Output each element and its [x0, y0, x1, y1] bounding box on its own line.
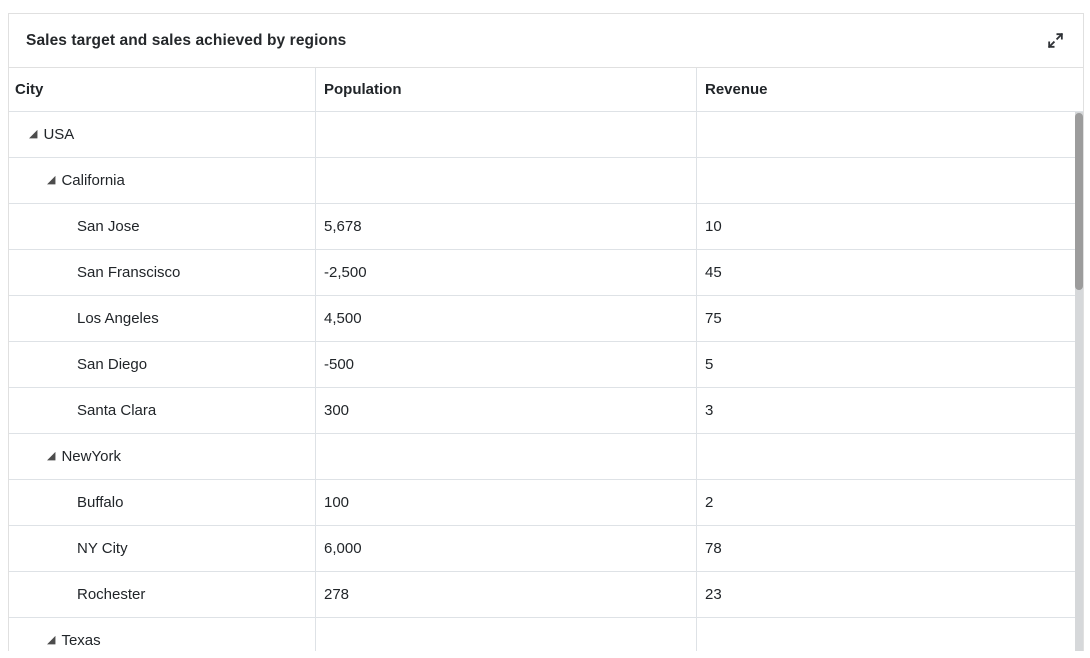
maximize-icon[interactable]: [1045, 31, 1065, 51]
cell-revenue: [696, 434, 1083, 480]
cell-population: [315, 112, 696, 158]
column-header-revenue[interactable]: Revenue: [696, 68, 1083, 112]
cell-city: San Jose: [9, 204, 315, 250]
treegrid-body: City Population Revenue ◢ USA ◢ Californ…: [9, 67, 1083, 651]
table-row-rochester[interactable]: Rochester 278 23: [9, 572, 1083, 618]
table-row-ny-city[interactable]: NY City 6,000 78: [9, 526, 1083, 572]
cell-city-label: NY City: [77, 540, 128, 557]
cell-city: NY City: [9, 526, 315, 572]
table-row-newyork[interactable]: ◢ NewYork: [9, 434, 1083, 480]
cell-population: [315, 434, 696, 480]
cell-city: ◢ USA: [9, 112, 315, 158]
column-header-population[interactable]: Population: [315, 68, 696, 112]
cell-city-label: Los Angeles: [77, 310, 159, 327]
table-row-usa[interactable]: ◢ USA: [9, 112, 1083, 158]
cell-city-label: Texas: [61, 632, 101, 649]
cell-city-label: Santa Clara: [77, 402, 157, 419]
cell-city: Santa Clara: [9, 388, 315, 434]
cell-city-label: Rochester: [77, 586, 146, 603]
cell-revenue: [696, 112, 1083, 158]
cell-city: ◢ NewYork: [9, 434, 315, 480]
treegrid-card: Sales target and sales achieved by regio…: [8, 13, 1084, 651]
cell-revenue: 78: [696, 526, 1083, 572]
collapse-row-icon[interactable]: ◢: [47, 173, 56, 186]
cell-revenue: [696, 158, 1083, 204]
cell-population: 5,678: [315, 204, 696, 250]
cell-revenue: 3: [696, 388, 1083, 434]
table-row-buffalo[interactable]: Buffalo 100 2: [9, 480, 1083, 526]
collapse-row-icon[interactable]: ◢: [47, 633, 56, 646]
cell-population: 6,000: [315, 526, 696, 572]
cell-population: [315, 158, 696, 204]
cell-city: San Franscisco: [9, 250, 315, 296]
cell-city: ◢ California: [9, 158, 315, 204]
collapse-row-icon[interactable]: ◢: [29, 127, 38, 140]
cell-revenue: 45: [696, 250, 1083, 296]
cell-city-label: San Jose: [77, 218, 140, 235]
treegrid-titlebar: Sales target and sales achieved by regio…: [9, 14, 1083, 67]
cell-city-label: California: [61, 172, 125, 189]
table-row-los-angeles[interactable]: Los Angeles 4,500 75: [9, 296, 1083, 342]
cell-city-label: San Franscisco: [77, 264, 181, 281]
cell-revenue: 10: [696, 204, 1083, 250]
table-row-california[interactable]: ◢ California: [9, 158, 1083, 204]
cell-population: -500: [315, 342, 696, 388]
page-title: Sales target and sales achieved by regio…: [26, 31, 347, 49]
table-row-san-franscisco[interactable]: San Franscisco -2,500 45: [9, 250, 1083, 296]
cell-population: 100: [315, 480, 696, 526]
cell-city-label: USA: [43, 126, 75, 143]
cell-city: Buffalo: [9, 480, 315, 526]
column-header-city[interactable]: City: [9, 68, 315, 112]
cell-revenue: 2: [696, 480, 1083, 526]
cell-revenue: 5: [696, 342, 1083, 388]
cell-population: 4,500: [315, 296, 696, 342]
cell-population: -2,500: [315, 250, 696, 296]
collapse-row-icon[interactable]: ◢: [47, 449, 56, 462]
vertical-scrollbar-track[interactable]: [1075, 112, 1083, 651]
table-row-san-diego[interactable]: San Diego -500 5: [9, 342, 1083, 388]
cell-revenue: [696, 618, 1083, 651]
cell-revenue: 23: [696, 572, 1083, 618]
cell-city: Rochester: [9, 572, 315, 618]
treegrid-rows: ◢ USA ◢ California San Jose 5,678: [9, 112, 1083, 651]
cell-city-label: Buffalo: [77, 494, 124, 511]
cell-population: [315, 618, 696, 651]
cell-revenue: 75: [696, 296, 1083, 342]
table-row-texas[interactable]: ◢ Texas: [9, 618, 1083, 651]
vertical-scrollbar-thumb[interactable]: [1075, 113, 1083, 290]
cell-population: 278: [315, 572, 696, 618]
cell-city-label: San Diego: [77, 356, 148, 373]
table-row-santa-clara[interactable]: Santa Clara 300 3: [9, 388, 1083, 434]
cell-population: 300: [315, 388, 696, 434]
cell-city-label: NewYork: [61, 448, 121, 465]
cell-city: San Diego: [9, 342, 315, 388]
cell-city: ◢ Texas: [9, 618, 315, 651]
treegrid-header-row: City Population Revenue: [9, 68, 1083, 112]
cell-city: Los Angeles: [9, 296, 315, 342]
table-row-san-jose[interactable]: San Jose 5,678 10: [9, 204, 1083, 250]
